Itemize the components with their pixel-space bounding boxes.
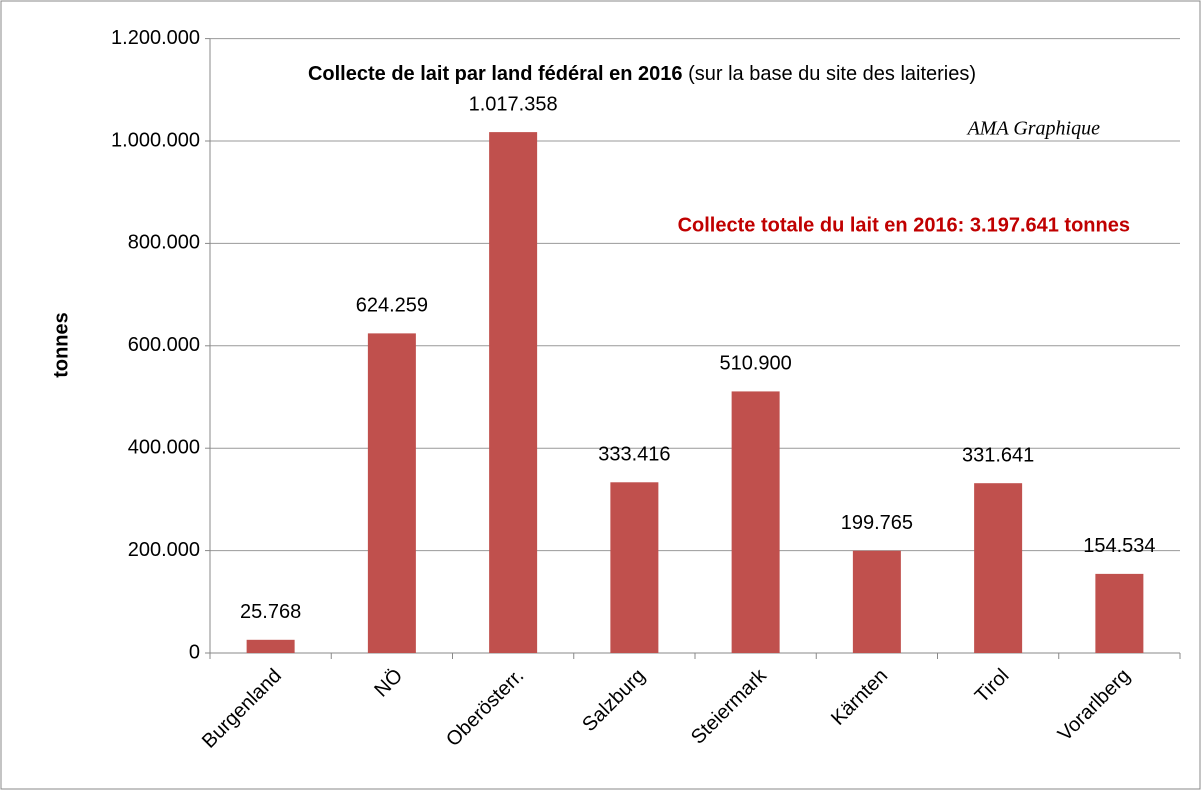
y-tick-label: 0 <box>189 641 200 663</box>
bar <box>367 333 416 653</box>
bar <box>1095 573 1144 653</box>
data-label: 1.017.358 <box>469 93 558 115</box>
data-label: 25.768 <box>240 601 301 623</box>
bar <box>852 550 901 653</box>
data-label: 199.765 <box>841 512 913 534</box>
bar <box>974 483 1023 653</box>
bar <box>731 391 780 653</box>
data-label: 154.534 <box>1083 535 1155 557</box>
annotation: Collecte totale du lait en 2016: 3.197.6… <box>678 214 1130 236</box>
bar <box>246 639 295 653</box>
annotation: AMA Graphique <box>966 118 1101 140</box>
data-label: 624.259 <box>356 295 428 317</box>
chart-title: Collecte de lait par land fédéral en 201… <box>308 63 683 85</box>
data-label: 510.900 <box>719 353 791 375</box>
chart-title-line: Collecte de lait par land fédéral en 201… <box>308 63 976 85</box>
y-tick-label: 1.000.000 <box>111 129 200 151</box>
y-tick-label: 800.000 <box>128 232 200 254</box>
y-axis-label: tonnes <box>50 312 72 378</box>
bar <box>489 132 538 654</box>
data-label: 331.641 <box>962 444 1034 466</box>
y-tick-label: 600.000 <box>128 334 200 356</box>
y-tick-label: 200.000 <box>128 539 200 561</box>
y-tick-label: 1.200.000 <box>111 27 200 49</box>
data-label: 333.416 <box>598 444 670 466</box>
chart-subtitle: (sur la base du site des laiteries) <box>688 63 976 85</box>
bar <box>610 482 659 653</box>
y-tick-label: 400.000 <box>128 436 200 458</box>
